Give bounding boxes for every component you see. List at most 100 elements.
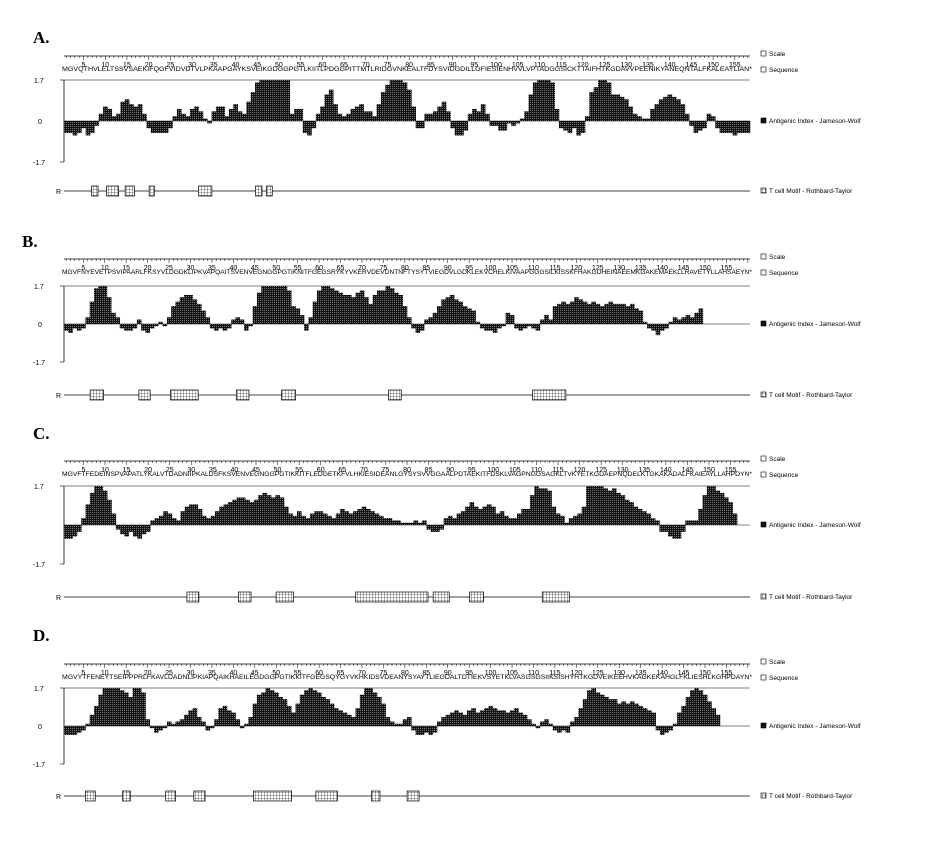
antigenic-bar	[685, 315, 691, 324]
antigenic-bar	[446, 111, 451, 121]
antigenic-bar	[518, 712, 524, 726]
antigenic-bar	[402, 82, 408, 121]
antigenic-bar	[322, 513, 328, 525]
antigenic-bar	[396, 520, 401, 525]
antigenic-bar	[278, 286, 283, 324]
antigenic-bar	[432, 312, 438, 324]
antigenic-bar	[531, 324, 536, 329]
tcell-motif-box	[89, 389, 104, 401]
scale-tick-label: 50	[272, 265, 280, 272]
antigenic-bar	[159, 121, 165, 134]
antigenic-bar	[68, 525, 73, 539]
antigenic-bar	[677, 712, 682, 726]
antigenic-bar	[489, 121, 495, 126]
antigenic-bar	[286, 705, 292, 726]
antigenic-bar	[706, 113, 712, 121]
track-label: R	[56, 794, 61, 801]
antigenic-bar	[548, 723, 554, 726]
antigenic-bar	[340, 508, 345, 525]
antigenic-bar	[492, 708, 498, 726]
antigenic-bar	[224, 116, 230, 121]
antigenic-bar	[724, 497, 729, 525]
antigenic-bar	[498, 121, 503, 131]
antigenic-bar	[463, 121, 469, 131]
scale-tick-label: 35	[209, 467, 217, 474]
antigenic-bar	[188, 294, 193, 324]
scale-tick-label: 30	[187, 670, 195, 677]
antigenic-bar	[484, 324, 489, 331]
antigenic-bar	[522, 324, 528, 329]
scale-tick-label: 130	[617, 467, 629, 474]
antigenic-bar	[590, 486, 595, 525]
antigenic-bar	[235, 317, 241, 324]
antigenic-bar	[120, 525, 125, 535]
antigenic-bar	[72, 726, 78, 735]
antigenic-bar	[480, 104, 486, 121]
antigenic-bar	[149, 324, 155, 329]
antigenic-bar	[711, 486, 716, 525]
scale-tick-label: 125	[599, 62, 611, 69]
antigenic-bar	[64, 726, 69, 735]
legend-sequence-text: Sequence	[769, 67, 799, 74]
scale-tick-label: 55	[297, 62, 305, 69]
antigenic-bar	[663, 525, 669, 532]
antigenic-bar	[141, 525, 147, 535]
antigenic-bar	[184, 294, 189, 324]
antigenic-bar	[240, 497, 246, 525]
scale-tick-label: 85	[422, 670, 430, 677]
antigenic-bar	[64, 324, 69, 331]
antigenic-bar	[351, 297, 356, 324]
antigenic-bar	[176, 520, 181, 525]
antigenic-bar	[454, 710, 459, 726]
scale-tick-label: 65	[340, 62, 348, 69]
antigenic-bar	[608, 699, 614, 726]
scale-tick-label: 150	[699, 670, 711, 677]
antigenic-bar	[462, 306, 468, 324]
antigenic-bar	[346, 113, 351, 121]
antigenic-bar	[456, 513, 462, 525]
scale-tick-label: 110	[528, 670, 539, 677]
antigenic-bar	[119, 324, 125, 329]
antigenic-bar	[552, 306, 558, 324]
antigenic-bar	[328, 89, 334, 121]
antigenic-bar	[435, 525, 440, 532]
scale-tick-label: 20	[145, 62, 153, 69]
antigenic-bar	[81, 518, 86, 525]
antigenic-bar	[341, 116, 347, 121]
antigenic-bar	[128, 525, 134, 532]
antigenic-bar	[422, 520, 427, 525]
antigenic-bar	[115, 317, 121, 324]
scale-tick-label: 105	[509, 467, 521, 474]
antigenic-bar	[196, 717, 202, 726]
antigenic-bar	[307, 121, 312, 136]
tcell-motif-box	[235, 389, 250, 401]
antigenic-bar	[723, 121, 729, 134]
scale-tick-label: 5	[81, 467, 85, 474]
antigenic-bar	[196, 303, 202, 324]
antigenic-bar	[279, 497, 285, 525]
antigenic-bar	[333, 104, 338, 121]
antigenic-bar	[433, 111, 438, 121]
scale-tick-label: 150	[703, 467, 715, 474]
antigenic-bar	[64, 121, 69, 134]
tcell-motif-box	[281, 389, 296, 401]
antigenic-bar	[698, 308, 704, 324]
sequence-text: MGVQTHVLELTSSVSAEKIFQGFVIDVDTVLPKAAPGAYK…	[62, 66, 753, 73]
antigenic-bar	[154, 518, 160, 525]
scale-tick-label: 5	[81, 670, 85, 677]
antigenic-bar	[376, 696, 382, 726]
antigenic-bar	[236, 497, 242, 525]
scale-tick-label: 25	[165, 670, 173, 677]
antigenic-bar	[515, 121, 521, 124]
antigenic-bar	[437, 721, 442, 726]
antigenic-bar	[320, 106, 325, 121]
scale-tick-label: 40	[229, 265, 237, 272]
antigenic-bar	[424, 319, 429, 324]
legend-tcell-text: T cell Motif - Rothbard-Taylor	[769, 793, 853, 800]
scale-tick-label: 15	[123, 467, 131, 474]
antigenic-bar	[355, 708, 361, 726]
antigenic-bar	[154, 726, 159, 733]
antigenic-bar	[72, 324, 78, 329]
antigenic-bar	[162, 324, 168, 327]
antigenic-bar	[469, 502, 475, 525]
